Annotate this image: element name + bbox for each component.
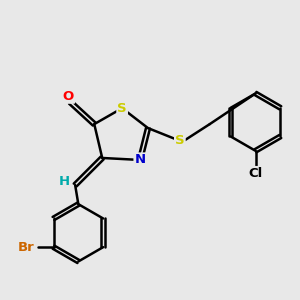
Text: Cl: Cl [248, 167, 262, 180]
Text: N: N [134, 154, 146, 166]
Text: H: H [58, 175, 70, 188]
Text: S: S [117, 102, 127, 115]
Text: S: S [175, 134, 185, 147]
Text: O: O [63, 90, 74, 103]
Text: Br: Br [17, 241, 34, 254]
